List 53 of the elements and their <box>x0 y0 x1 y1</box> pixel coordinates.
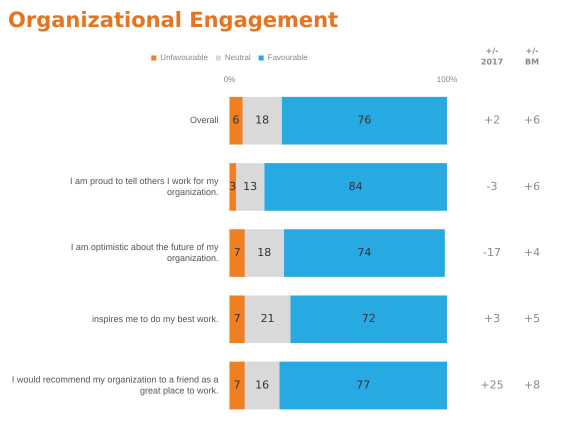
bar <box>244 362 280 410</box>
bar <box>242 96 282 145</box>
bar <box>230 362 245 410</box>
legend-label: Neutral <box>224 53 251 62</box>
data-label: 72 <box>362 312 376 326</box>
data-label: 13 <box>243 180 258 193</box>
y-tick-label: I would recommend my organization to a friend as a great place to work. <box>12 374 218 396</box>
text: -3 <box>486 180 498 193</box>
text: +25 <box>480 378 504 392</box>
text: +2 <box>484 114 500 127</box>
text: +6 <box>524 114 540 127</box>
bar <box>230 229 245 277</box>
y-tick-label: Overall <box>190 115 218 126</box>
bar <box>280 362 447 410</box>
data-label: 76 <box>357 114 372 127</box>
text: +6 <box>524 180 540 193</box>
bar <box>230 163 236 211</box>
bar <box>264 163 447 211</box>
data-label: 16 <box>255 378 270 392</box>
x-tick-label: 100% <box>436 75 458 84</box>
legend-label: Favourable <box>268 53 308 62</box>
y-tick-label: inspires me to do my best work. <box>92 314 218 324</box>
data-label: 6 <box>232 114 240 127</box>
text: +4 <box>524 246 540 259</box>
data-label: 77 <box>356 378 370 392</box>
y-tick-label: I am proud to tell others I work for my organization. <box>70 176 219 197</box>
data-label: 18 <box>255 114 270 127</box>
text: -17 <box>483 246 501 259</box>
text: +/- 2017 <box>480 46 504 67</box>
legend-label: Unfavourable <box>160 53 208 62</box>
data-label: 84 <box>348 180 363 193</box>
text: +8 <box>524 378 540 392</box>
bar <box>244 295 290 344</box>
y-tick-label: I am optimistic about the future of my organization. <box>70 242 219 263</box>
bar <box>290 295 447 344</box>
chart-title: Organizational Engagement <box>8 8 340 32</box>
bar <box>284 229 445 277</box>
bar <box>282 96 447 145</box>
data-label: 74 <box>357 246 372 259</box>
text: +3 <box>484 312 500 326</box>
x-tick-label: 0% <box>224 75 236 84</box>
bar <box>230 295 245 344</box>
data-label: 18 <box>257 246 272 259</box>
data-label: 7 <box>234 246 241 259</box>
data-label: 3 <box>229 180 236 193</box>
data-label: 21 <box>260 312 275 326</box>
bar <box>244 229 284 277</box>
text: +5 <box>524 312 540 326</box>
data-label: 7 <box>234 378 241 392</box>
bar <box>230 96 243 145</box>
data-label: 7 <box>234 312 241 326</box>
text: +/- BM <box>524 46 540 67</box>
bar <box>236 163 264 211</box>
